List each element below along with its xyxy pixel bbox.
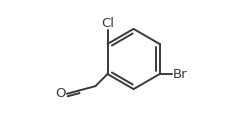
Text: O: O (55, 87, 66, 100)
Text: Cl: Cl (101, 17, 114, 30)
Text: Br: Br (173, 67, 187, 81)
